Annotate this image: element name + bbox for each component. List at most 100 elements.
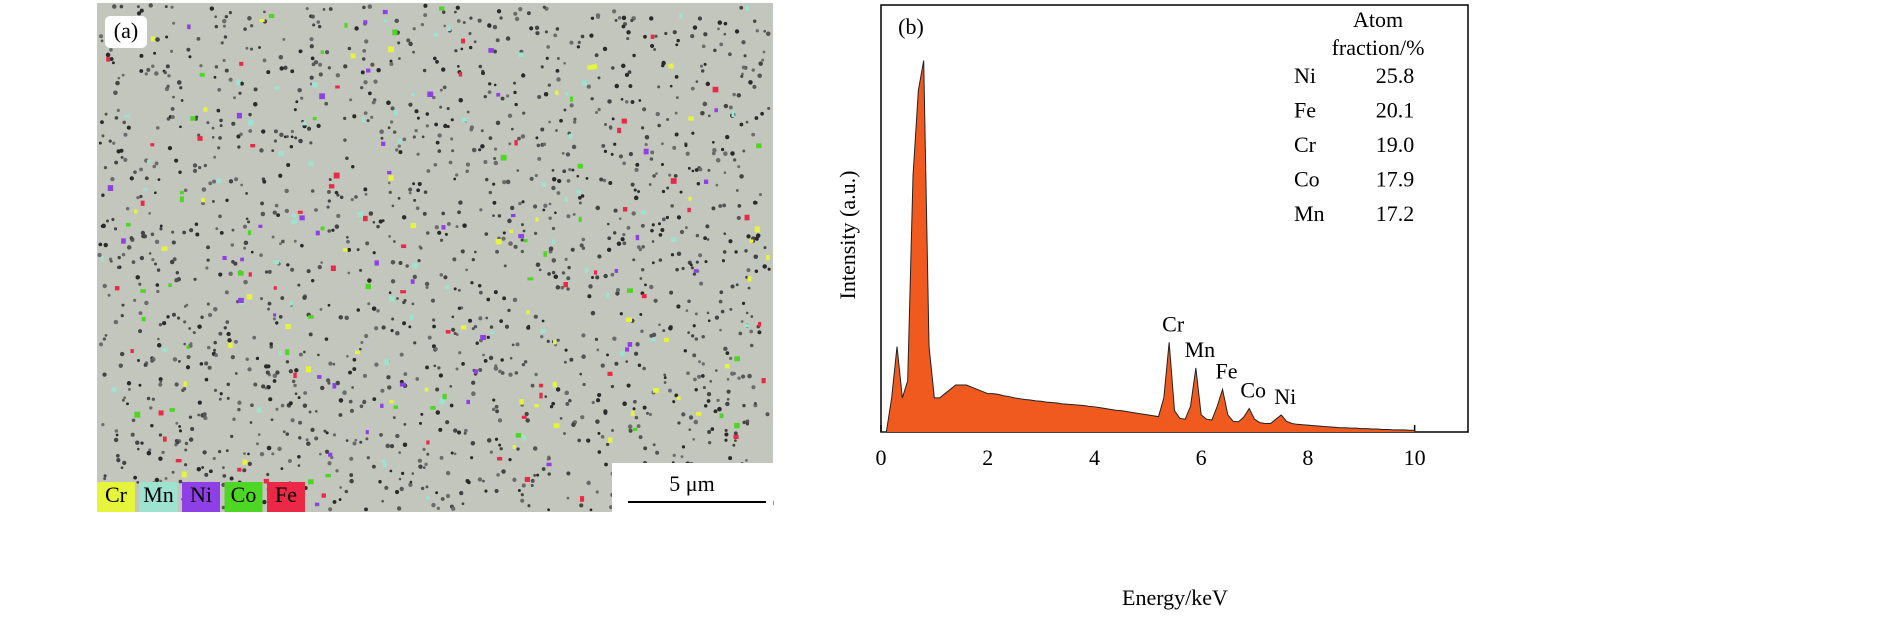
map-dot [499, 447, 503, 451]
map-dot [501, 469, 506, 474]
map-dot [365, 241, 370, 246]
map-dot [392, 416, 396, 419]
map-dot [569, 357, 574, 362]
map-dot [447, 26, 451, 32]
map-dot [652, 443, 656, 447]
map-dot [731, 111, 735, 117]
map-dot [186, 354, 191, 360]
map-dot [399, 486, 404, 492]
map-dot [136, 11, 142, 16]
map-dot [170, 49, 174, 53]
map-dot [259, 451, 265, 457]
map-dot [650, 228, 654, 233]
map-dot [307, 126, 312, 131]
map-dot [396, 506, 402, 511]
map-dot [451, 327, 456, 332]
map-dot [280, 467, 284, 471]
map-dot [317, 375, 322, 379]
map-dot [725, 134, 730, 140]
map-dot [655, 450, 660, 455]
map-dot [634, 415, 639, 420]
map-dot [335, 73, 341, 78]
map-dot [399, 379, 404, 384]
map-dot [208, 469, 213, 474]
map-dot [109, 57, 114, 61]
map-dot [590, 16, 595, 20]
map-dot [368, 211, 374, 216]
map-dot [376, 309, 380, 313]
map-dot [231, 228, 235, 232]
map-dot [248, 112, 252, 117]
map-dot [665, 215, 670, 220]
map-dot [116, 458, 121, 463]
map-dot [473, 40, 477, 44]
map-dot [197, 136, 203, 141]
map-dot [514, 371, 519, 375]
map-dot [280, 296, 285, 300]
map-dot [535, 31, 540, 36]
map-dot [435, 140, 440, 145]
map-dot [690, 334, 695, 338]
map-dot [534, 25, 540, 30]
map-dot [131, 260, 136, 264]
map-dot [443, 24, 447, 28]
map-dot [735, 283, 739, 287]
map-dot [211, 126, 215, 130]
x-tick-label: 6 [1196, 445, 1207, 470]
map-dot [384, 485, 389, 490]
map-dot [579, 372, 583, 376]
map-dot [271, 452, 275, 456]
table-element: Fe [1294, 98, 1316, 123]
map-dot [529, 26, 534, 31]
map-dot [751, 385, 756, 390]
map-dot [618, 154, 624, 159]
map-dot [506, 94, 510, 98]
panel-label-box [105, 16, 147, 48]
map-dot [697, 374, 702, 379]
map-dot [204, 377, 209, 382]
map-dot [660, 228, 665, 232]
map-dot [223, 326, 227, 330]
map-dot [509, 205, 515, 211]
map-dot [658, 258, 663, 262]
map-dot [687, 166, 691, 170]
map-dot [383, 19, 388, 23]
map-dot [293, 383, 297, 388]
map-dot [711, 151, 716, 156]
map-dot [206, 258, 210, 262]
map-dot [406, 38, 411, 43]
map-dot [649, 16, 654, 21]
map-dot [359, 85, 364, 90]
map-dot [433, 162, 438, 167]
map-dot [442, 393, 447, 400]
map-dot [561, 271, 566, 275]
map-dot [127, 387, 131, 391]
map-dot [438, 373, 444, 378]
map-dot [643, 446, 648, 451]
map-dot [325, 431, 329, 435]
map-dot [105, 52, 111, 58]
map-dot [297, 455, 301, 459]
map-dot [188, 415, 193, 419]
map-dot [563, 282, 568, 288]
map-dot [460, 47, 464, 51]
map-dot [354, 438, 358, 442]
map-dot [495, 38, 500, 43]
map-dot [434, 225, 439, 230]
map-dot [644, 142, 648, 147]
map-dot [661, 63, 665, 68]
map-dot [219, 118, 223, 123]
map-dot [354, 195, 358, 199]
map-dot [551, 401, 556, 406]
map-dot [488, 48, 494, 53]
map-dot [430, 405, 436, 410]
map-dot [382, 9, 388, 15]
map-dot [238, 297, 244, 303]
map-dot [212, 179, 217, 184]
map-dot [300, 96, 304, 100]
map-dot [264, 270, 269, 274]
map-dot [373, 79, 378, 84]
map-dot [280, 403, 285, 408]
map-dot [364, 192, 368, 196]
map-dot [379, 129, 384, 135]
